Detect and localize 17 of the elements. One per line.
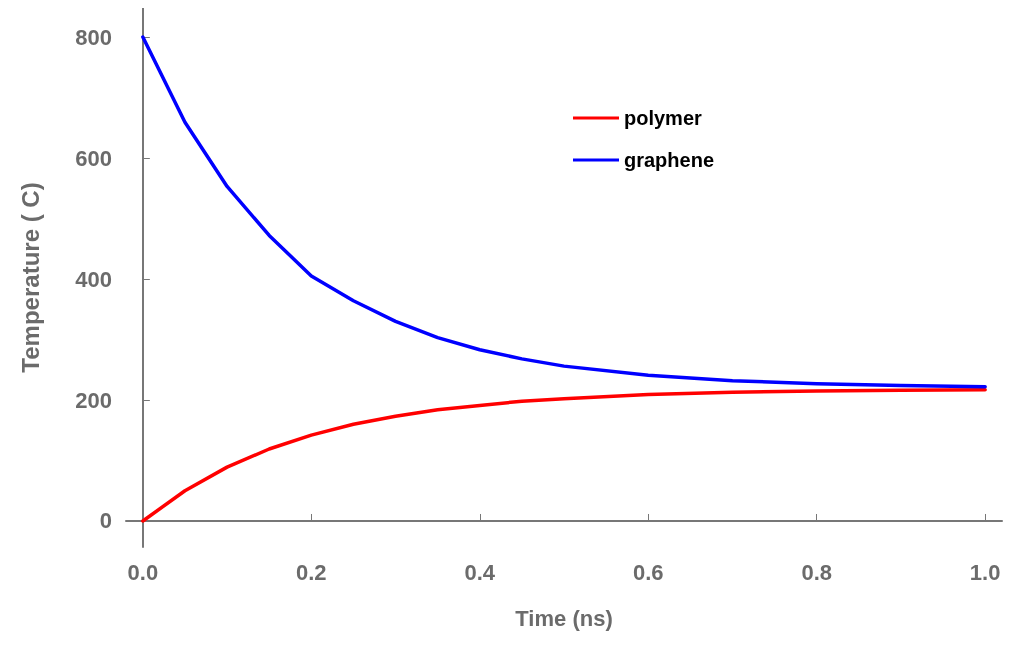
y-tick-label: 400: [75, 266, 112, 292]
y-tick-label: 0: [99, 508, 112, 534]
y-axis-title: Temperature ( C): [16, 182, 44, 373]
x-tick-label: 0.2: [296, 559, 327, 585]
y-tick-label: 800: [75, 24, 112, 50]
line-series: [141, 387, 987, 523]
legend-label: polymer: [624, 107, 703, 129]
x-tick-label: 0.8: [801, 559, 832, 585]
x-tick-label: 1.0: [969, 559, 1001, 585]
x-tick-label: 0.6: [632, 559, 664, 585]
x-tick-label: 0.0: [127, 559, 159, 585]
x-tick-label: 0.4: [464, 559, 496, 585]
y-tick-label: 200: [75, 387, 112, 413]
y-tick-label: 600: [75, 145, 112, 171]
line-series: [141, 35, 987, 389]
x-axis-title: Time (ns): [515, 605, 613, 631]
legend-label: graphene: [624, 149, 715, 171]
